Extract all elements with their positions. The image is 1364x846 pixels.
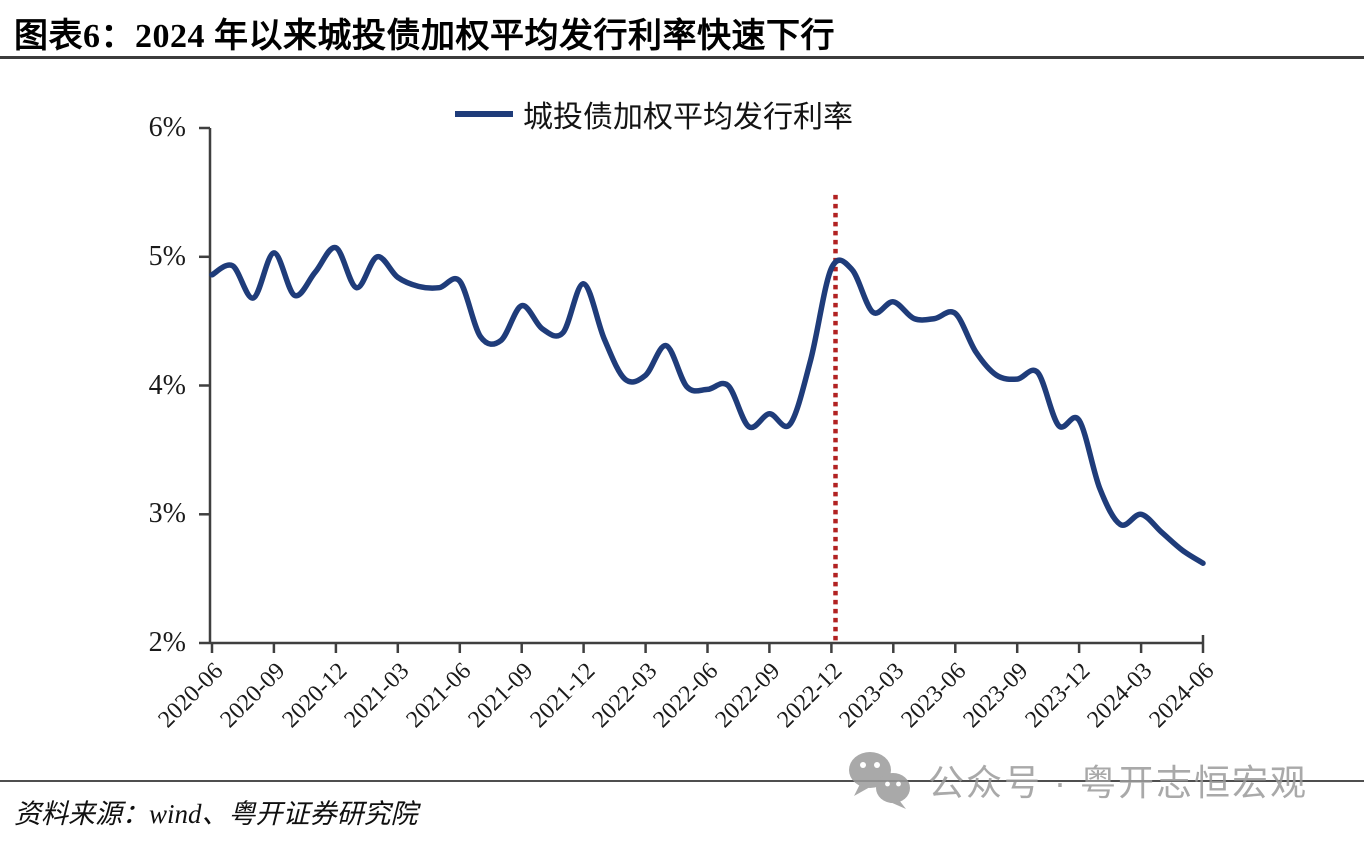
y-axis-label: 3%: [148, 498, 186, 529]
title-divider: [0, 56, 1364, 59]
rate-line: [209, 244, 1206, 566]
y-axis-label: 6%: [148, 112, 186, 143]
wechat-icon: [849, 752, 910, 809]
watermark-text: 公众号 · 粤开志恒宏观: [928, 762, 1308, 803]
footer-divider: [0, 780, 1364, 782]
y-axis-label: 5%: [148, 241, 186, 272]
watermark: 公众号 · 粤开志恒宏观: [846, 750, 1308, 810]
chart-legend: 城投债加权平均发行利率: [455, 92, 853, 136]
source-note: 资料来源：wind、粤开证券研究院: [14, 799, 418, 829]
figure-title: 图表6：2024 年以来城投债加权平均发行利率快速下行: [14, 18, 835, 55]
legend-line-swatch: [455, 111, 513, 117]
y-axis-label: 2%: [148, 627, 186, 658]
y-axis-label: 4%: [148, 370, 186, 401]
legend-label: 城投债加权平均发行利率: [523, 101, 853, 134]
